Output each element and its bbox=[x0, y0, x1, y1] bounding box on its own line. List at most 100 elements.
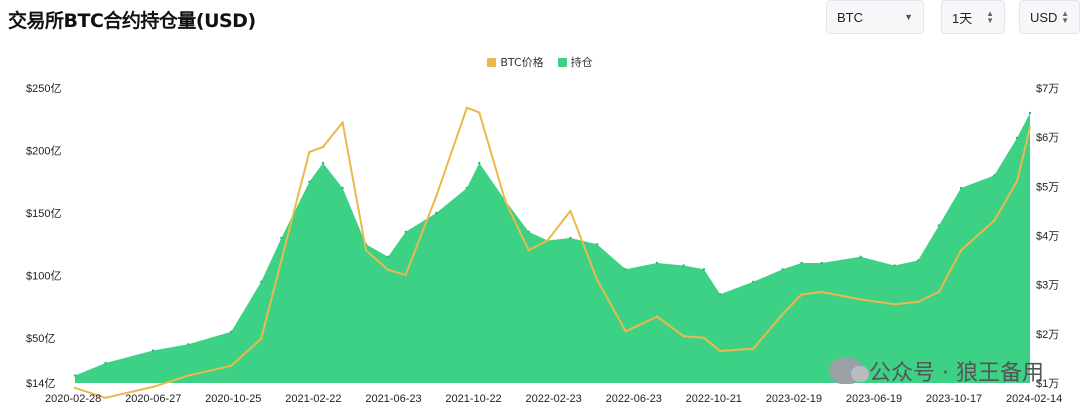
oi-point bbox=[702, 268, 706, 271]
oi-point bbox=[781, 268, 784, 271]
legend-label-price: BTC价格 bbox=[500, 56, 544, 69]
y-right-tick-label: $3万 bbox=[1036, 280, 1059, 292]
y-left-tick-label: $250亿 bbox=[26, 82, 61, 95]
oi-point bbox=[321, 161, 325, 165]
watermark: 公众号 · 狼王备用 bbox=[829, 355, 1044, 387]
x-tick-label: 2022-10-21 bbox=[686, 393, 742, 405]
caret-down-icon: ▼ bbox=[904, 11, 913, 22]
price-point bbox=[781, 313, 784, 316]
price-point bbox=[702, 336, 706, 339]
legend-swatch-oi bbox=[557, 57, 567, 67]
currency-select-value: USD bbox=[1030, 9, 1058, 25]
oi-point bbox=[959, 186, 963, 190]
price-point bbox=[546, 239, 549, 242]
oi-point bbox=[230, 330, 233, 333]
price-point bbox=[73, 386, 77, 390]
asset-select[interactable]: BTC ▼ bbox=[826, 0, 924, 34]
x-tick-label: 2024-02-14 bbox=[1006, 393, 1062, 405]
price-point bbox=[187, 374, 190, 377]
price-point bbox=[478, 111, 481, 114]
y-right-tick-label: $7万 bbox=[1036, 83, 1059, 95]
oi-point bbox=[655, 261, 659, 265]
price-point bbox=[151, 385, 155, 389]
oi-point bbox=[404, 230, 407, 233]
oi-point bbox=[682, 264, 685, 267]
interval-select-value: 1天 bbox=[952, 10, 973, 26]
oi-point bbox=[993, 174, 996, 177]
price-point bbox=[504, 199, 507, 203]
price-line bbox=[74, 106, 1031, 399]
price-point bbox=[893, 303, 896, 306]
oi-point bbox=[73, 374, 77, 377]
price-point bbox=[655, 315, 659, 318]
x-tick-label: 2020-10-25 bbox=[205, 393, 261, 405]
y-left-tick-label: $14亿 bbox=[26, 377, 55, 390]
oi-point bbox=[435, 211, 438, 215]
oi-point bbox=[595, 243, 599, 246]
price-point bbox=[260, 337, 263, 340]
y-right-tick-label: $1万 bbox=[1036, 378, 1059, 390]
page-title: 交易所BTC合约持仓量(USD) bbox=[8, 10, 256, 32]
oi-point bbox=[151, 349, 155, 352]
price-point bbox=[1028, 126, 1032, 129]
oi-point bbox=[1028, 111, 1032, 115]
price-point bbox=[435, 195, 438, 198]
y-right-tick-label: $4万 bbox=[1036, 231, 1059, 243]
oi-point bbox=[624, 268, 627, 271]
oi-point bbox=[752, 280, 755, 283]
oi-point bbox=[859, 255, 862, 258]
oi-point bbox=[104, 361, 107, 365]
price-point bbox=[1015, 180, 1019, 183]
legend-label-oi: 持仓 bbox=[570, 56, 593, 69]
x-tick-label: 2022-06-23 bbox=[606, 393, 662, 405]
price-point bbox=[230, 364, 233, 367]
oi-point bbox=[386, 255, 390, 258]
y-left-tick-label: $50亿 bbox=[26, 332, 55, 345]
asset-select-value: BTC bbox=[837, 9, 863, 25]
price-point bbox=[959, 249, 963, 252]
oi-point bbox=[1015, 136, 1019, 140]
legend-item-price[interactable]: BTC价格 bbox=[487, 54, 544, 70]
price-point bbox=[993, 219, 996, 222]
price-point bbox=[527, 249, 530, 252]
oi-point bbox=[465, 186, 469, 190]
price-point bbox=[569, 209, 572, 213]
chart-legend: BTC价格 持仓 bbox=[0, 54, 1080, 70]
x-tick-label: 2023-02-19 bbox=[766, 393, 822, 405]
price-point bbox=[752, 347, 755, 350]
price-point bbox=[308, 150, 311, 154]
x-tick-label: 2020-02-28 bbox=[45, 393, 101, 405]
oi-point bbox=[260, 280, 263, 283]
oi-point bbox=[341, 186, 344, 190]
x-tick-label: 2020-06-27 bbox=[125, 393, 181, 405]
price-point bbox=[404, 273, 407, 276]
oi-point bbox=[527, 230, 530, 233]
price-point bbox=[386, 268, 390, 272]
oi-point bbox=[308, 180, 311, 183]
y-left-tick-label: $150亿 bbox=[26, 207, 61, 220]
y-left-tick-label: $100亿 bbox=[26, 270, 61, 283]
oi-point bbox=[718, 293, 722, 296]
price-point bbox=[624, 330, 627, 333]
oi-point bbox=[478, 161, 481, 165]
legend-swatch-price bbox=[487, 57, 497, 67]
legend-item-oi[interactable]: 持仓 bbox=[557, 54, 593, 70]
y-right-tick-label: $6万 bbox=[1036, 132, 1059, 144]
price-point bbox=[718, 349, 722, 353]
price-point bbox=[800, 293, 803, 296]
price-point bbox=[364, 249, 368, 252]
y-right-tick-label: $5万 bbox=[1036, 181, 1059, 193]
price-point bbox=[682, 335, 685, 338]
watermark-text: 公众号 · 狼王备用 bbox=[869, 361, 1044, 386]
oi-point bbox=[820, 261, 823, 265]
price-point bbox=[465, 106, 469, 109]
interval-select[interactable]: 1天 ▲ ▼ bbox=[941, 0, 1005, 34]
price-point bbox=[820, 290, 823, 294]
price-point bbox=[916, 300, 920, 304]
y-left-tick-label: $200亿 bbox=[26, 145, 61, 158]
price-point bbox=[595, 278, 599, 281]
x-tick-label: 2022-02-23 bbox=[526, 393, 582, 405]
oi-point bbox=[937, 224, 941, 227]
x-tick-label: 2021-10-22 bbox=[445, 393, 501, 405]
